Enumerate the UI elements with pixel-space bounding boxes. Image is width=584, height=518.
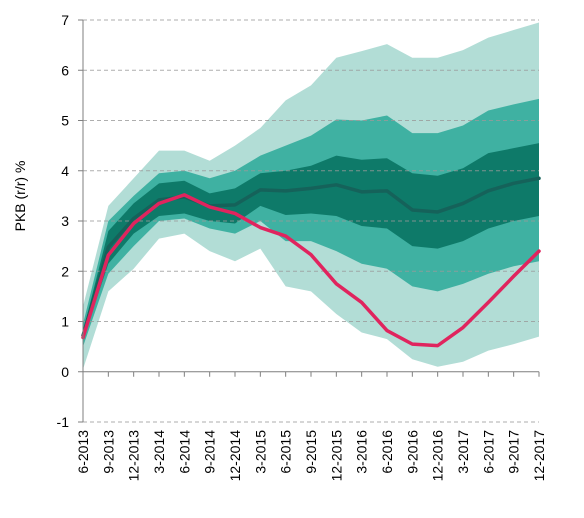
x-tick-labels: 6-2013 9-2013 12-2013 3-2014 6-2014 9-2014 12-… [75,430,547,482]
x-tick-label: 9-2017 [506,430,522,474]
y-tick-label: 3 [61,213,69,229]
central-forecast-line [81,176,541,338]
x-tick-label: 12-2015 [328,430,344,482]
y-tick-label: 6 [61,62,69,78]
x-tick-label: 3-2016 [354,430,370,474]
x-tick-label: 6-2013 [75,430,91,474]
x-tick-label: 12-2016 [430,430,446,482]
gridlines [83,19,539,423]
y-tick-label: 2 [61,263,69,279]
x-tick-label: 12-2014 [227,430,243,482]
axes [78,19,540,423]
x-tick-label: 6-2016 [379,430,395,474]
series-lines [81,176,541,348]
y-tick-label: -1 [57,414,70,430]
y-tick-label: 0 [61,364,69,380]
x-tick-label: 12-2017 [531,430,547,482]
x-tick-label: 6-2014 [176,430,192,474]
x-tick-label: 9-2015 [303,430,319,474]
y-tick-label: 5 [61,113,69,129]
actual-line [81,193,541,348]
band-inner [83,143,539,340]
x-tick-label: 3-2014 [151,430,167,474]
x-tick-label: 3-2015 [252,430,268,474]
x-tick-label: 6-2015 [278,430,294,474]
x-tick-label: 9-2013 [100,430,116,474]
y-tick-label: 7 [61,12,69,28]
y-tick-labels: -1 0 1 2 3 4 5 6 7 [57,12,70,430]
fan-bands [83,22,539,370]
y-tick-label: 4 [61,163,69,179]
band-middle [83,98,539,347]
x-tick-label: 3-2017 [455,430,471,474]
y-tick-label: 1 [61,314,69,330]
x-tick-label: 9-2014 [202,430,218,474]
x-tick-label: 6-2017 [480,430,496,474]
y-axis-label: PKB (r/r) % [12,161,28,232]
x-tick-label: 12-2013 [126,430,142,482]
x-tick-label: 9-2016 [404,430,420,474]
